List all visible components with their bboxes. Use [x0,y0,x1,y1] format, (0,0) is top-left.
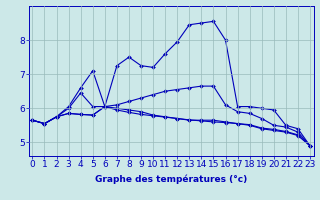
X-axis label: Graphe des températures (°c): Graphe des températures (°c) [95,175,247,184]
